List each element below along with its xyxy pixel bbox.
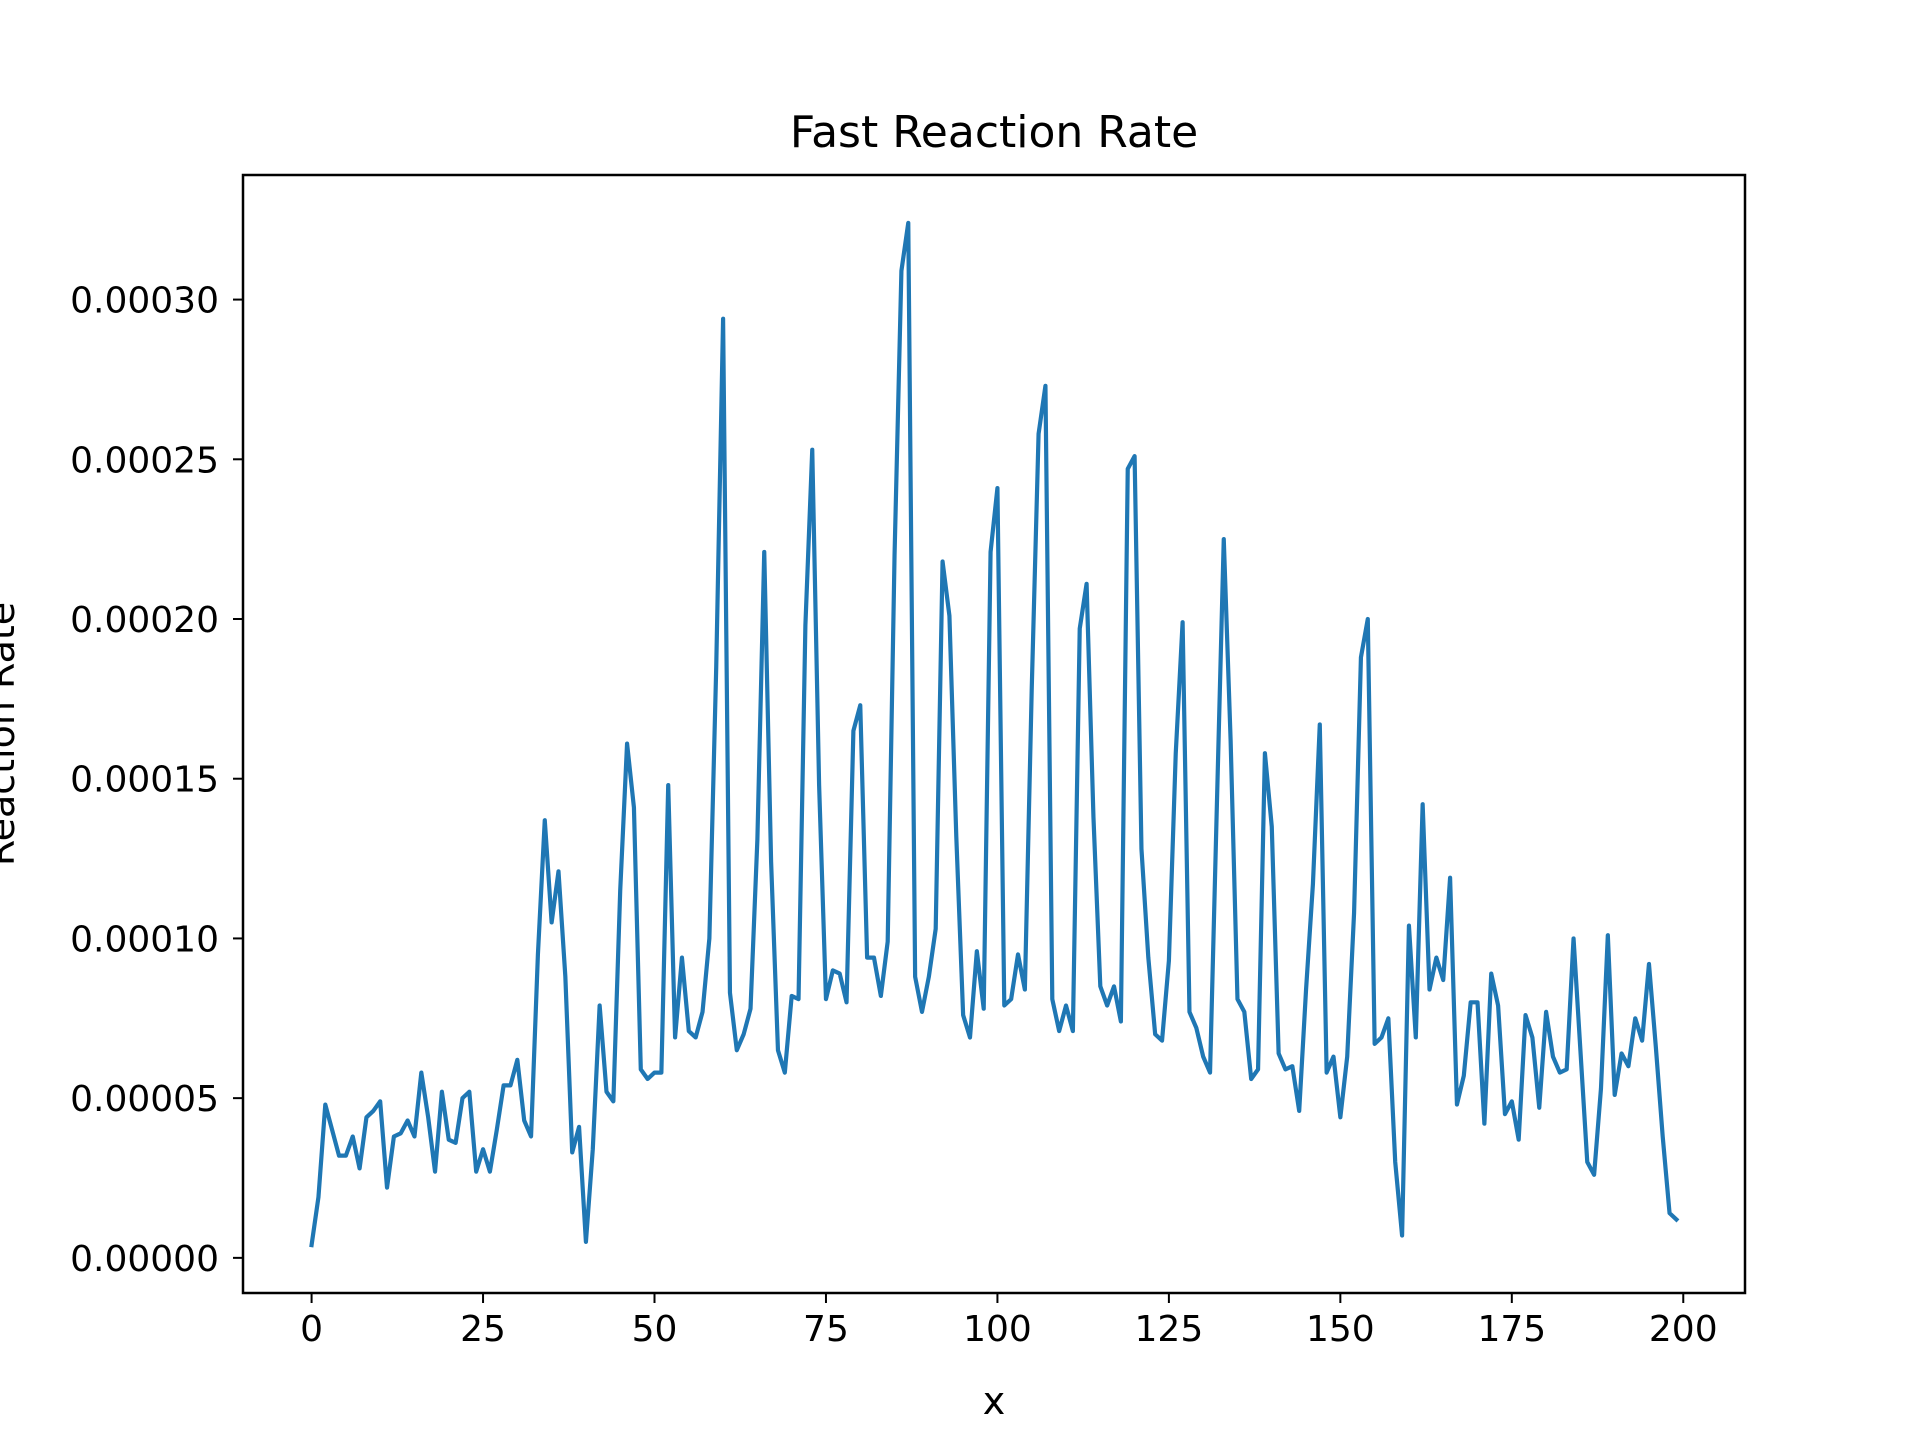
y-tick-label: 0.00005 [70,1079,219,1120]
x-axis-label: x [983,1379,1006,1423]
chart-title: Fast Reaction Rate [790,107,1198,158]
y-axis-ticks: 0.00000 0.00005 0.00010 0.00015 0.00020 0.000… [70,281,243,1280]
y-tick-label: 0.00020 [70,600,219,641]
data-layer [309,220,1680,1248]
y-tick-label: 0.00025 [70,440,219,481]
x-tick-label: 175 [1477,1309,1546,1350]
y-tick-label: 0.00000 [70,1239,219,1280]
series-line-0 [309,220,1680,1248]
x-tick-label: 50 [632,1309,678,1350]
y-tick-label: 0.00030 [70,281,219,322]
x-tick-label: 150 [1306,1309,1375,1350]
y-axis-label: Reaction Rate [0,602,23,866]
plot-frame [241,173,1747,1295]
y-tick-label: 0.00015 [70,760,219,801]
x-tick-label: 0 [300,1309,323,1350]
y-tick-label: 0.00010 [70,919,219,960]
x-tick-label: 25 [460,1309,506,1350]
x-tick-label: 125 [1135,1309,1204,1350]
x-tick-label: 100 [963,1309,1032,1350]
x-tick-label: 75 [803,1309,849,1350]
x-tick-label: 200 [1649,1309,1718,1350]
x-axis-ticks: 0 25 50 75 100 125 150 175 200 [300,1293,1718,1350]
